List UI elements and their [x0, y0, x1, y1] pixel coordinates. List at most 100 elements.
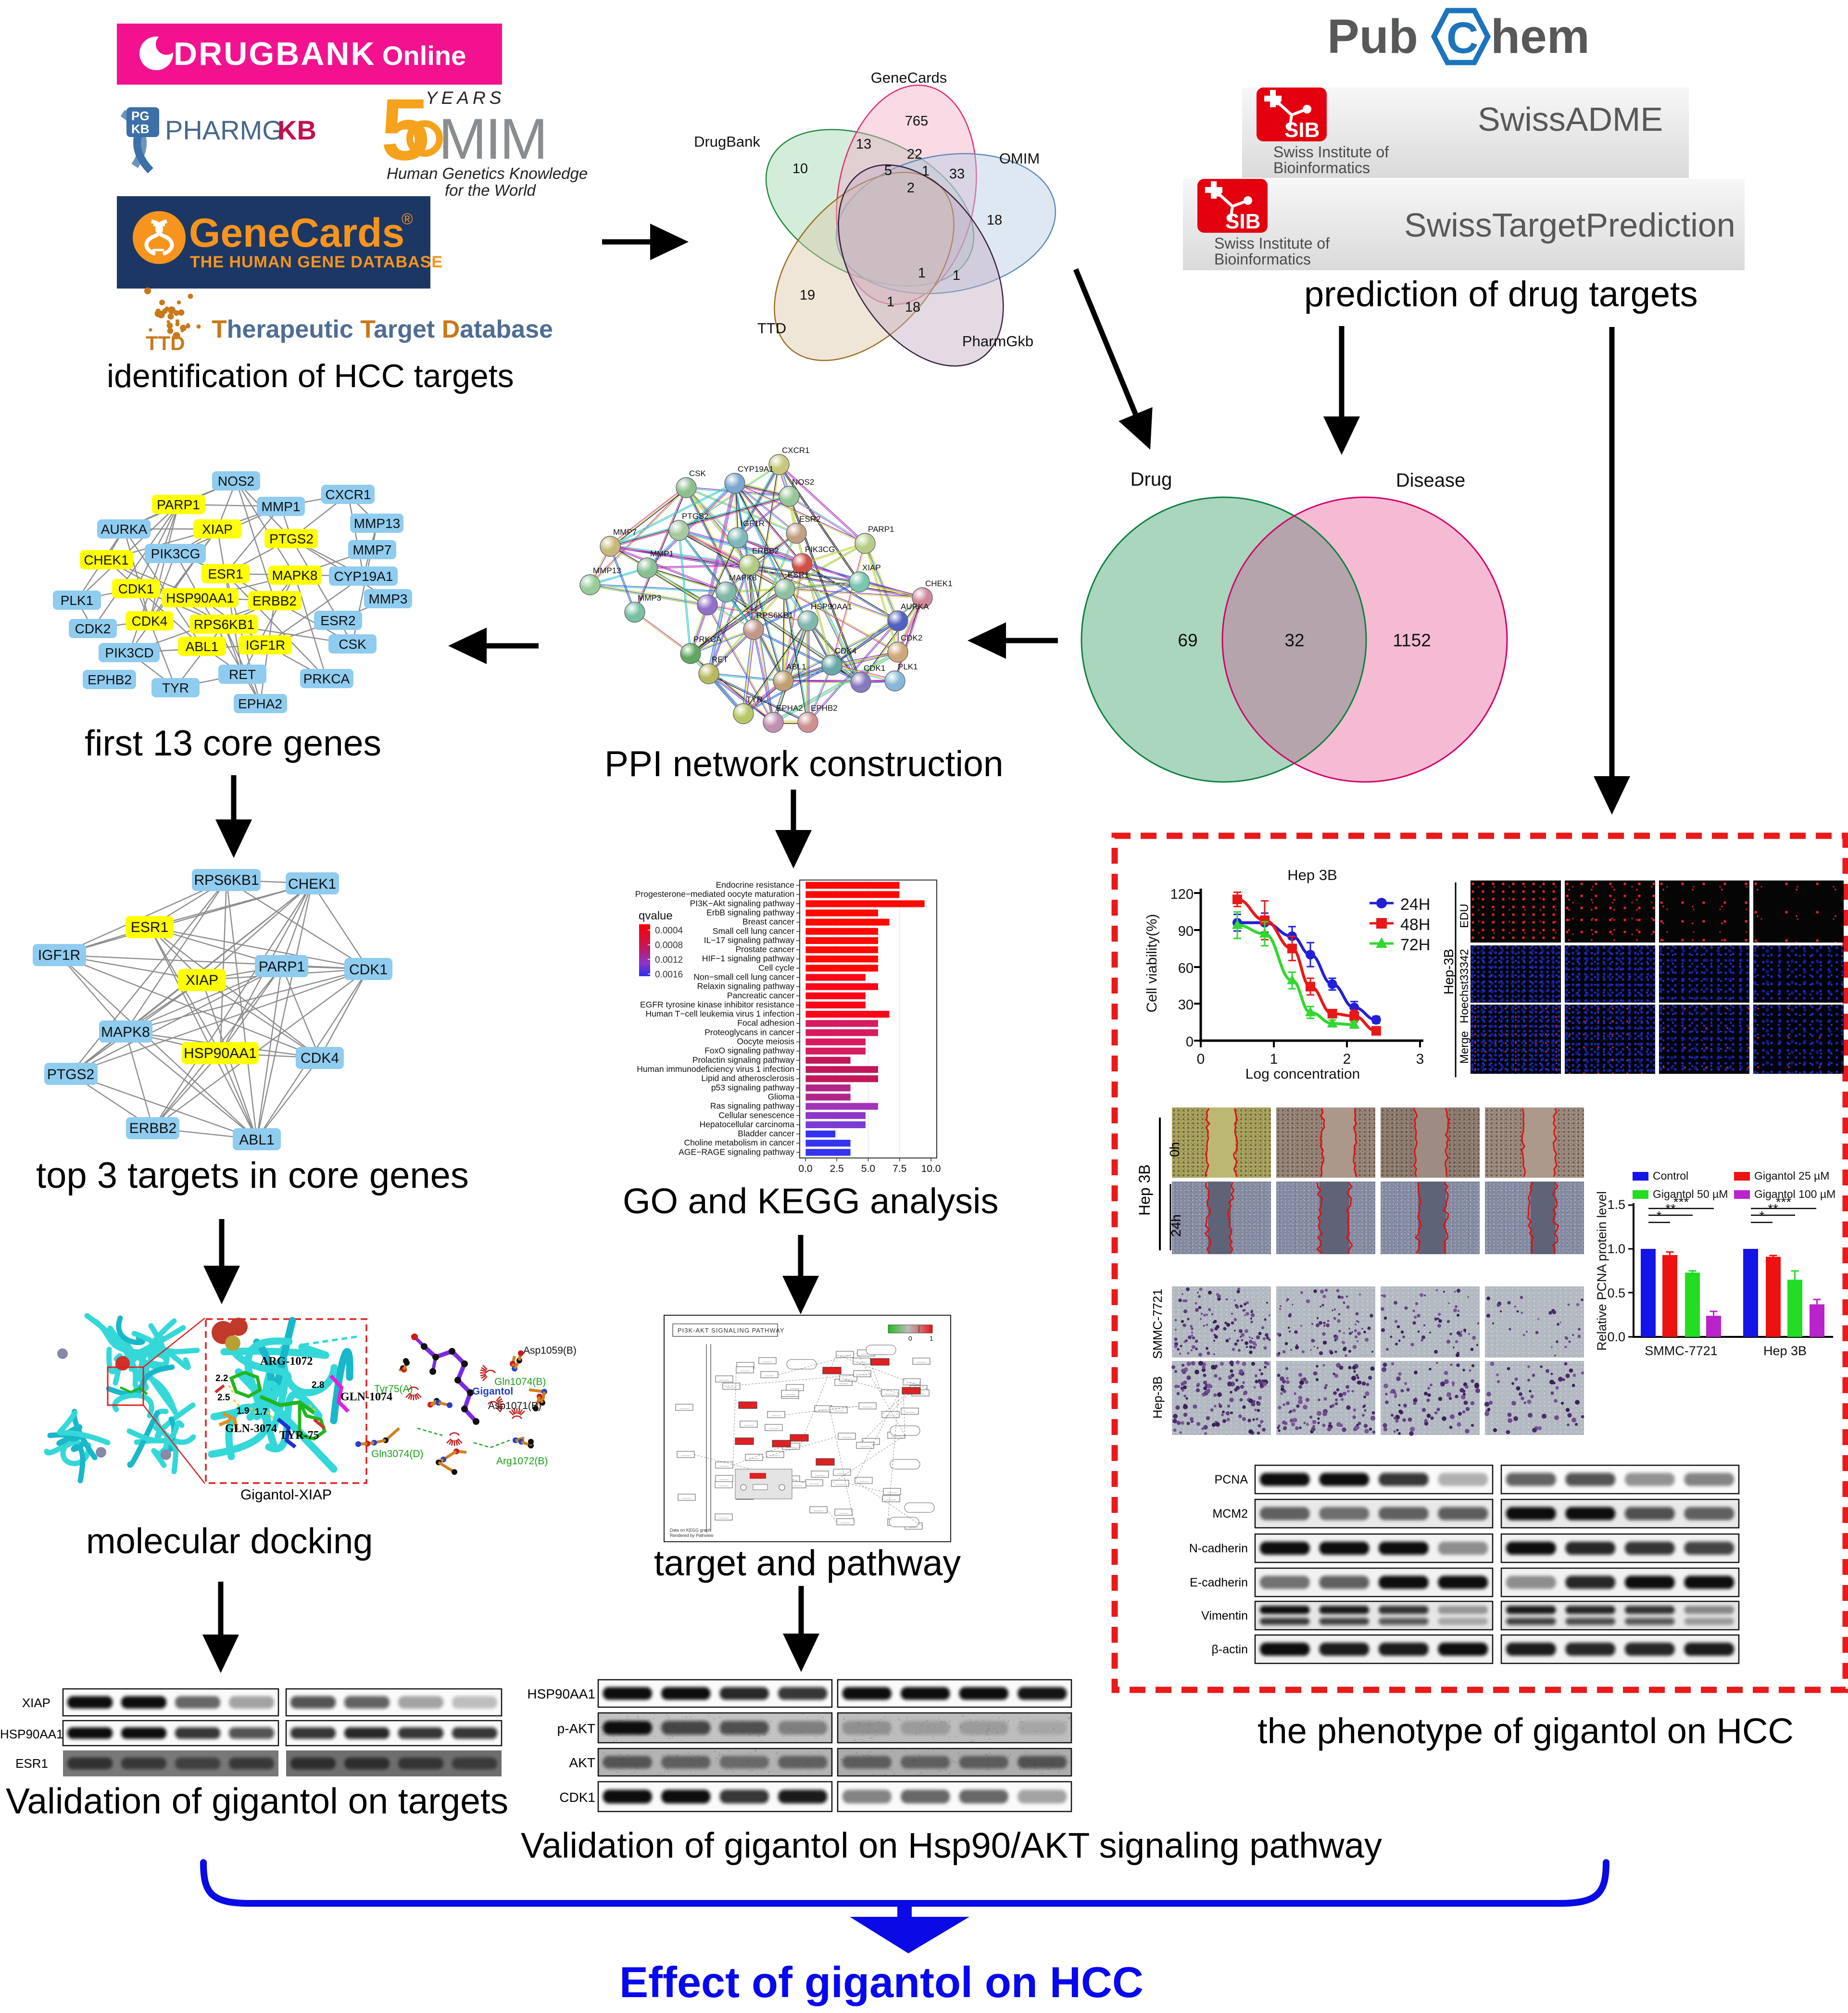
svg-text:0: 0 [908, 1334, 912, 1342]
svg-text:DrugBank: DrugBank [694, 133, 760, 150]
svg-text:0.0008: 0.0008 [655, 941, 683, 951]
svg-text:10: 10 [792, 161, 808, 176]
svg-text:RPS6KB1: RPS6KB1 [194, 872, 259, 888]
svg-text:Cellular senescence: Cellular senescence [718, 1110, 794, 1120]
svg-text:PG: PG [131, 109, 150, 123]
svg-text:Choline metabolism in cancer: Choline metabolism in cancer [684, 1138, 794, 1147]
svg-text:0.0004: 0.0004 [655, 926, 683, 936]
svg-text:10.0: 10.0 [921, 1163, 941, 1174]
svg-text:24H: 24H [1400, 895, 1430, 914]
svg-text:CYP19A1: CYP19A1 [334, 569, 393, 584]
svg-text:0.5: 0.5 [1607, 1286, 1625, 1300]
svg-text:ESR1: ESR1 [131, 919, 168, 935]
svg-text:PIK3CG: PIK3CG [151, 546, 201, 561]
svg-text:120: 120 [1170, 887, 1194, 902]
svg-text:PARP1: PARP1 [157, 497, 200, 512]
svg-text:***: *** [1673, 1195, 1689, 1209]
svg-text:MMP1: MMP1 [262, 499, 301, 514]
svg-text:PI3K-AKT SIGNALING PATHWAY: PI3K-AKT SIGNALING PATHWAY [678, 1327, 785, 1334]
svg-text:Swiss Institute of: Swiss Institute of [1273, 143, 1389, 161]
svg-text:ESR2: ESR2 [799, 515, 820, 524]
svg-text:1: 1 [930, 1334, 933, 1342]
svg-text:CDK2: CDK2 [75, 621, 111, 636]
svg-text:0.0: 0.0 [798, 1163, 812, 1174]
svg-text:ABL1: ABL1 [186, 639, 219, 654]
svg-text:Hepatocellular carcinoma: Hepatocellular carcinoma [700, 1120, 795, 1129]
svg-text:EPHA2: EPHA2 [238, 696, 282, 711]
svg-text:0.0016: 0.0016 [655, 970, 683, 980]
svg-text:32: 32 [1284, 630, 1304, 650]
svg-text:13: 13 [856, 137, 871, 152]
svg-text:Prostate cancer: Prostate cancer [735, 944, 794, 954]
svg-text:MMP3: MMP3 [369, 591, 408, 606]
svg-text:Disease: Disease [1396, 470, 1466, 491]
svg-text:1: 1 [1270, 1051, 1278, 1067]
svg-text:NOS2: NOS2 [218, 474, 254, 489]
svg-text:MMP13: MMP13 [593, 566, 621, 575]
svg-text:IGF1R: IGF1R [741, 519, 765, 528]
svg-text:ESR2: ESR2 [320, 613, 355, 628]
svg-text:33: 33 [949, 166, 965, 182]
svg-text:TYR: TYR [746, 695, 763, 704]
svg-text:2.5: 2.5 [217, 1393, 230, 1403]
svg-text:Human T−cell leukemia virus 1: Human T−cell leukemia virus 1 infection [646, 1009, 794, 1019]
svg-text:EGFR tyrosine kinase inhibitor: EGFR tyrosine kinase inhibitor resistanc… [640, 1000, 794, 1009]
svg-text:Bladder cancer: Bladder cancer [738, 1129, 794, 1138]
svg-text:Log concentration: Log concentration [1245, 1066, 1360, 1082]
svg-text:Gigantol 100 µM: Gigantol 100 µM [1754, 1188, 1835, 1200]
svg-text:ESR1: ESR1 [788, 570, 809, 579]
svg-text:CYP19A1: CYP19A1 [738, 465, 774, 474]
svg-text:1.7: 1.7 [255, 1407, 267, 1417]
svg-text:YEARS: YEARS [426, 88, 505, 108]
svg-text:PI3K−Akt signaling pathway: PI3K−Akt signaling pathway [690, 898, 795, 908]
svg-text:RPS6KB1: RPS6KB1 [194, 617, 254, 632]
svg-text:KB: KB [277, 115, 316, 145]
svg-text:PRKCA: PRKCA [693, 635, 722, 644]
svg-text:Non−small cell lung cancer: Non−small cell lung cancer [693, 972, 794, 982]
svg-text:Asp1059(B): Asp1059(B) [523, 1345, 577, 1356]
svg-text:AURKA: AURKA [101, 522, 148, 537]
svg-text:Pub: Pub [1327, 10, 1418, 63]
svg-text:Rendered by Pathview: Rendered by Pathview [670, 1533, 714, 1538]
svg-text:MAPK8: MAPK8 [101, 1024, 150, 1040]
svg-text:®: ® [402, 210, 413, 227]
svg-text:Gigantol: Gigantol [472, 1386, 513, 1397]
svg-text:PharmGkb: PharmGkb [962, 333, 1033, 350]
svg-text:CDK1: CDK1 [118, 581, 154, 596]
svg-text:Oocyte meiosis: Oocyte meiosis [737, 1037, 794, 1046]
svg-text:IL−17 signaling pathway: IL−17 signaling pathway [704, 935, 795, 945]
svg-text:SIB: SIB [1225, 210, 1260, 233]
svg-text:Hep 3B: Hep 3B [1763, 1344, 1807, 1358]
svg-text:AGE−RAGE signaling pathway: AGE−RAGE signaling pathway [679, 1147, 794, 1157]
svg-text:CSK: CSK [689, 469, 706, 478]
svg-text:7.5: 7.5 [893, 1163, 906, 1174]
svg-text:qvalue: qvalue [639, 909, 673, 922]
svg-text:PARP1: PARP1 [868, 525, 894, 534]
svg-text:SwissTargetPrediction: SwissTargetPrediction [1404, 206, 1735, 244]
svg-text:48H: 48H [1400, 916, 1430, 934]
svg-text:ABL1: ABL1 [786, 662, 806, 671]
svg-text:CDK4: CDK4 [132, 614, 168, 629]
svg-text:2: 2 [1343, 1051, 1351, 1067]
svg-text:Bioinformatics: Bioinformatics [1214, 251, 1311, 268]
svg-text:TTD: TTD [146, 332, 185, 354]
svg-text:1: 1 [887, 294, 894, 310]
svg-text:EPHB2: EPHB2 [88, 672, 132, 687]
svg-text:2: 2 [907, 180, 915, 196]
svg-text:SIB: SIB [1284, 118, 1320, 142]
svg-text:Cell cycle: Cell cycle [758, 963, 794, 972]
svg-text:CSK: CSK [339, 637, 366, 652]
svg-text:Progesterone−mediated oocyte m: Progesterone−mediated oocyte maturation [635, 889, 794, 899]
svg-text:72H: 72H [1400, 936, 1430, 954]
svg-text:CXCR1: CXCR1 [782, 446, 810, 455]
svg-text:ERBB2: ERBB2 [252, 593, 297, 608]
svg-text:PHARMG: PHARMG [165, 115, 283, 145]
svg-text:MMP7: MMP7 [613, 528, 637, 537]
svg-text:CHEK1: CHEK1 [288, 876, 336, 892]
svg-text:Pancreatic cancer: Pancreatic cancer [727, 991, 794, 1000]
svg-text:RET: RET [229, 667, 256, 682]
svg-text:Gln1074(B): Gln1074(B) [494, 1376, 546, 1387]
svg-text:AURKA: AURKA [901, 602, 929, 611]
svg-text:3: 3 [1416, 1051, 1424, 1067]
svg-text:GLN-3074: GLN-3074 [225, 1422, 277, 1435]
